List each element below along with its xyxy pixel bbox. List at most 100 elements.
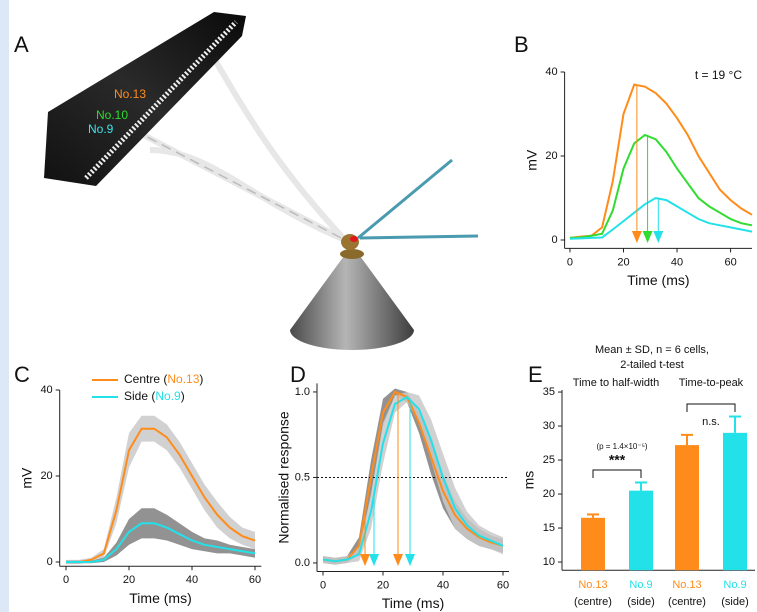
y-tick-label: 40 xyxy=(545,66,557,78)
x-tick-label: 0 xyxy=(567,256,573,268)
category-label: No.13 xyxy=(672,579,701,591)
y-tick-label: 15 xyxy=(543,522,555,534)
legend-part: ) xyxy=(199,372,203,386)
category-label: No.13 xyxy=(578,579,607,591)
x-tick-label: 20 xyxy=(617,256,629,268)
y-axis-label: ms xyxy=(521,471,537,490)
x-axis-label: Time (ms) xyxy=(382,595,444,611)
marker-triangle xyxy=(360,553,370,566)
y-tick-label: 20 xyxy=(545,150,557,162)
marker-triangle xyxy=(653,231,664,243)
legend-label: Side (No.9) xyxy=(124,389,185,403)
x-axis-label: Time (ms) xyxy=(129,590,191,606)
panel-letter: A xyxy=(14,32,29,57)
legend-part: No.9 xyxy=(155,389,181,403)
significance-bracket xyxy=(686,403,736,412)
y-tick-label: 35 xyxy=(543,386,555,398)
bar xyxy=(675,445,699,571)
electrode xyxy=(357,158,453,240)
marker-triangle xyxy=(405,553,415,566)
bar xyxy=(629,490,653,571)
panel-letter: D xyxy=(290,362,306,387)
panel-letter: E xyxy=(528,362,543,387)
series-line xyxy=(322,390,504,563)
y-axis-label: mV xyxy=(18,467,34,489)
led-strip xyxy=(84,20,238,180)
series-line xyxy=(569,133,753,239)
series-line xyxy=(66,427,256,563)
holder xyxy=(340,249,364,259)
category-label: No.9 xyxy=(723,579,746,591)
category-note: (centre) xyxy=(574,596,612,608)
legend-part: No.13 xyxy=(167,372,199,386)
cone xyxy=(290,256,414,350)
sd-band xyxy=(323,391,503,565)
x-tick-label: 20 xyxy=(377,579,389,591)
annotation: t = 19 °C xyxy=(695,68,742,82)
category-note: (side) xyxy=(721,596,749,608)
series-line xyxy=(569,83,753,239)
x-tick-label: 40 xyxy=(186,574,198,586)
x-tick-label: 60 xyxy=(249,574,261,586)
y-tick-label: 20 xyxy=(40,470,52,482)
x-axis-label: Time (ms) xyxy=(627,272,689,288)
y-tick-label: 20 xyxy=(543,488,555,500)
panel-letter: C xyxy=(14,362,30,387)
y-tick-label: 1.0 xyxy=(295,386,310,398)
y-axis-label: mV xyxy=(523,149,539,171)
y-tick-label: 10 xyxy=(543,556,555,568)
p-value: (p = 1.4×10⁻⁵) xyxy=(596,442,647,451)
panel-a: A No.13 No.10 No.9 xyxy=(14,12,479,350)
fly-eye xyxy=(350,236,358,242)
y-tick-label: 0.5 xyxy=(295,471,310,483)
x-tick-label: 40 xyxy=(437,579,449,591)
beam-axis xyxy=(104,114,346,241)
x-tick-label: 0 xyxy=(320,579,326,591)
category-note: (centre) xyxy=(668,596,706,608)
electrode xyxy=(359,234,479,240)
screen-label: No.9 xyxy=(88,122,114,136)
chart-title: 2-tailed t-test xyxy=(620,359,684,371)
y-tick-label: 0 xyxy=(551,234,557,246)
x-tick-label: 40 xyxy=(671,256,683,268)
sd-band xyxy=(66,415,255,565)
bar xyxy=(723,432,747,571)
x-tick-label: 60 xyxy=(724,256,736,268)
significance-stars: *** xyxy=(609,452,626,468)
sd-band xyxy=(66,508,255,564)
y-axis-label: Normalised response xyxy=(276,411,292,543)
marker-triangle xyxy=(642,231,653,243)
category-label: No.9 xyxy=(629,579,652,591)
legend-part: Centre ( xyxy=(124,372,167,386)
screen-label: No.10 xyxy=(96,108,128,122)
x-tick-label: 0 xyxy=(63,574,69,586)
series-line xyxy=(66,522,256,563)
x-tick-label: 60 xyxy=(497,579,509,591)
y-tick-label: 30 xyxy=(543,420,555,432)
significance-label: n.s. xyxy=(702,416,720,428)
marker-triangle xyxy=(393,553,403,566)
legend-part: Side ( xyxy=(124,389,155,403)
side-strip xyxy=(0,0,9,612)
x-tick-label: 20 xyxy=(123,574,135,586)
screen-label: No.13 xyxy=(114,87,146,101)
group-label: Time-to-peak xyxy=(679,377,744,389)
y-tick-label: 0 xyxy=(47,556,53,568)
fly xyxy=(341,234,359,250)
group-label: Time to half-width xyxy=(573,377,659,389)
y-tick-label: 25 xyxy=(543,454,555,466)
legend-part: ) xyxy=(181,389,185,403)
marker-triangle xyxy=(369,553,379,566)
screen xyxy=(44,12,246,186)
chart-title: Mean ± SD, n = 6 cells, xyxy=(595,344,709,356)
bar xyxy=(581,517,605,571)
series-line xyxy=(569,196,753,240)
y-tick-label: 0.0 xyxy=(295,557,310,569)
category-note: (side) xyxy=(627,596,655,608)
legend-label: Centre (No.13) xyxy=(124,372,203,386)
panel-letter: B xyxy=(514,32,529,57)
significance-bracket xyxy=(592,469,642,478)
marker-triangle xyxy=(631,231,642,243)
